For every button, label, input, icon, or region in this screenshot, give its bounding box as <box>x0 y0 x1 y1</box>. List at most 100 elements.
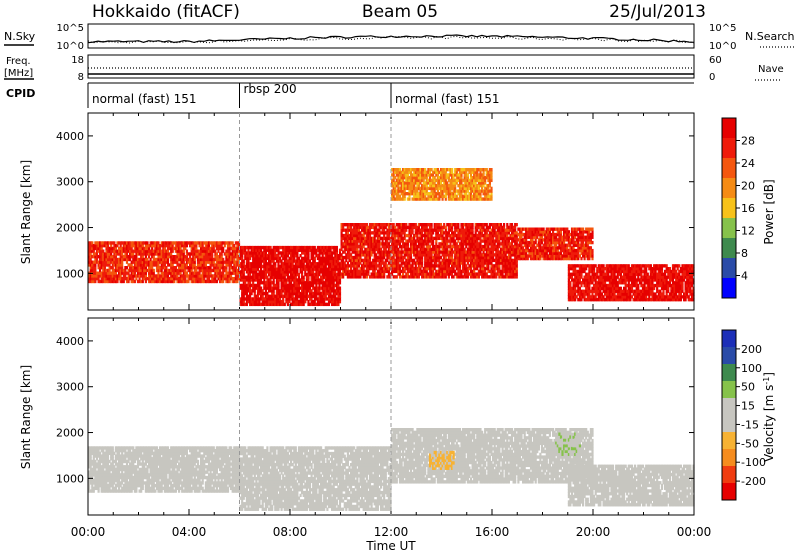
heatmap-cell <box>189 268 192 273</box>
heatmap-cell <box>165 271 168 275</box>
heatmap-cell <box>372 272 375 276</box>
heatmap-cell <box>558 240 561 245</box>
heatmap-cell <box>356 242 359 246</box>
heatmap-cell <box>269 300 272 304</box>
heatmap-cell <box>348 228 351 232</box>
heatmap-cell <box>133 255 136 259</box>
heatmap-cell <box>357 272 361 276</box>
heatmap-cell <box>196 249 200 253</box>
heatmap-cell <box>231 277 234 281</box>
heatmap-cell <box>244 297 247 301</box>
heatmap-cell <box>133 271 136 275</box>
heatmap-cell <box>332 289 335 293</box>
heatmap-cell <box>515 239 518 243</box>
heatmap-cell <box>206 274 209 278</box>
heatmap-cell <box>272 291 275 296</box>
heatmap-cell <box>332 286 335 290</box>
heatmap-cell <box>125 249 129 253</box>
heatmap-cell <box>350 261 353 265</box>
heatmap-cell <box>466 269 469 274</box>
heatmap-cell <box>514 264 517 268</box>
heatmap-cell <box>307 281 310 285</box>
heatmap-cell <box>463 231 466 235</box>
heatmap-cell <box>244 283 247 288</box>
heatmap-cell <box>279 294 282 298</box>
heatmap-cell <box>444 225 447 230</box>
heatmap-cell <box>428 266 432 271</box>
heatmap-cell <box>386 253 389 257</box>
heatmap-cell <box>503 236 506 241</box>
heatmap-cell <box>203 260 206 264</box>
heatmap-cell <box>233 266 236 270</box>
heatmap-cell <box>447 231 450 235</box>
heatmap-cell <box>95 246 99 251</box>
heatmap-cell <box>408 239 411 243</box>
heatmap-cell <box>387 269 390 274</box>
heatmap-cell <box>290 264 293 269</box>
heatmap-cell <box>387 250 390 254</box>
heatmap-cell <box>263 270 266 274</box>
heatmap-cell <box>299 262 302 266</box>
heatmap-cell <box>484 247 487 252</box>
heatmap-cell <box>192 252 195 256</box>
heatmap-cell <box>135 246 138 251</box>
heatmap-cell <box>264 286 267 290</box>
heatmap-cell <box>290 281 293 285</box>
heatmap-cell <box>376 272 379 276</box>
heatmap-cell <box>368 239 372 243</box>
heatmap-cell <box>143 241 146 245</box>
heatmap-cell <box>378 247 381 252</box>
heatmap-cell <box>329 245 332 250</box>
heatmap-cell <box>168 263 171 267</box>
heatmap-cell <box>200 279 203 284</box>
heatmap-cell <box>165 279 168 284</box>
heatmap-cell <box>394 253 397 257</box>
heatmap-cell <box>515 223 518 227</box>
heatmap-cell <box>271 248 274 252</box>
heatmap-cell <box>421 250 424 254</box>
heatmap-cell <box>345 269 348 274</box>
heatmap-cell <box>141 246 144 251</box>
heatmap-cell <box>499 261 503 265</box>
heatmap-cell <box>212 268 215 273</box>
heatmap-cell <box>575 254 578 258</box>
heatmap-cell <box>364 231 367 235</box>
heatmap-cell <box>272 289 275 293</box>
heatmap-cell <box>457 236 460 241</box>
heatmap-cell <box>329 300 332 304</box>
freq-tick-top: 18 <box>71 55 84 66</box>
heatmap-cell <box>335 281 338 285</box>
heatmap-cell <box>539 246 542 250</box>
heatmap-cell <box>380 250 383 254</box>
heatmap-cell <box>160 244 163 248</box>
heatmap-cell <box>365 239 368 243</box>
heatmap-cell <box>559 235 563 239</box>
heatmap-cell <box>247 254 250 258</box>
heatmap-cell <box>203 268 206 273</box>
heatmap-cell <box>534 240 537 245</box>
heatmap-cell <box>118 246 121 251</box>
heatmap-cell <box>174 271 177 275</box>
heatmap-cell <box>148 263 151 267</box>
heatmap-cell <box>116 277 119 281</box>
heatmap-cell <box>277 275 280 279</box>
heatmap-cell <box>290 270 293 274</box>
heatmap-cell <box>299 281 302 285</box>
heatmap-cell <box>479 255 482 260</box>
heatmap-cell <box>335 300 338 304</box>
heatmap-cell <box>451 261 454 265</box>
heatmap-cell <box>217 257 220 262</box>
heatmap-cell <box>509 228 512 232</box>
heatmap-cell <box>354 250 357 254</box>
heatmap-cell <box>452 242 455 246</box>
heatmap-cell <box>364 225 367 230</box>
heatmap-cell <box>507 253 510 257</box>
heatmap-cell <box>299 302 302 307</box>
heatmap-cell <box>130 274 133 278</box>
heatmap-cell <box>146 277 149 281</box>
heatmap-cell <box>196 263 200 267</box>
heatmap-cell <box>558 238 561 242</box>
heatmap-cell <box>337 259 340 263</box>
heatmap-cell <box>409 264 413 268</box>
